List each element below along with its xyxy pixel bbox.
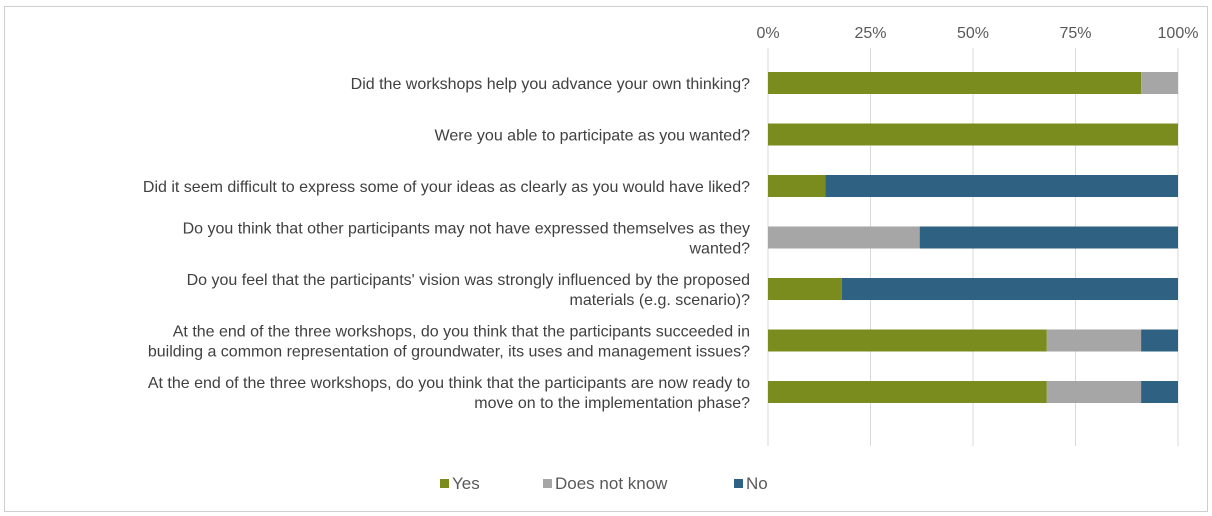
legend-label: Does not know (555, 474, 668, 493)
x-tick-label: 100% (1158, 25, 1199, 42)
bar-segment (768, 175, 826, 197)
legend-swatch (440, 479, 449, 488)
bars (768, 72, 1178, 403)
bar-segment (1046, 329, 1142, 352)
bar-segment (1046, 381, 1142, 403)
legend-label: No (746, 474, 768, 493)
category-label: move on to the implementation phase? (474, 395, 750, 412)
bar-segment (768, 381, 1047, 403)
category-label: building a common representation of grou… (148, 344, 750, 361)
category-label: materials (e.g. scenario)? (569, 292, 750, 309)
category-label: Did it seem difficult to express some of… (143, 179, 750, 196)
legend-label: Yes (452, 474, 480, 493)
bar-segment (768, 278, 842, 300)
bar-segment (825, 175, 1178, 197)
bar-segment (841, 278, 1178, 300)
x-tick-label: 75% (1059, 25, 1091, 42)
bar-segment (919, 226, 1178, 249)
category-label: At the end of the three workshops, do yo… (173, 324, 750, 341)
bar-segment (768, 72, 1142, 94)
category-label: Did the workshops help you advance your … (351, 76, 750, 93)
x-axis-ticks: 0% 25% 50% 75% 100% (756, 25, 1198, 42)
bar-segment (768, 123, 1178, 146)
legend-swatch (734, 479, 743, 488)
x-tick-label: 25% (854, 25, 886, 42)
category-labels: Did the workshops help you advance your … (143, 76, 750, 412)
legend: Yes Does not know No (440, 474, 768, 493)
x-tick-label: 0% (756, 25, 779, 42)
category-label: Do you feel that the participants' visio… (187, 272, 750, 289)
bar-segment (768, 226, 920, 249)
category-label: At the end of the three workshops, do yo… (148, 375, 750, 392)
bar-segment (1141, 72, 1178, 94)
category-label: Were you able to participate as you want… (435, 128, 751, 145)
bar-segment (768, 329, 1047, 352)
x-tick-label: 50% (957, 25, 989, 42)
category-label: wanted? (689, 241, 751, 258)
legend-swatch (543, 479, 552, 488)
bar-segment (1141, 329, 1178, 352)
category-label: Do you think that other participants may… (183, 221, 750, 238)
bar-segment (1141, 381, 1178, 403)
